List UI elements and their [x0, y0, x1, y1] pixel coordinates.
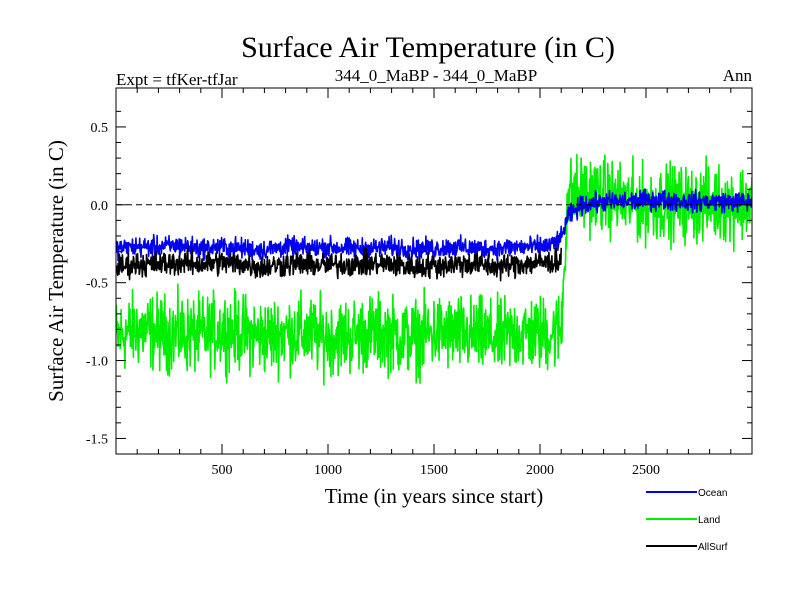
x-axis-label: Time (in years since start) [325, 484, 544, 508]
y-tick-label: -1.5 [86, 432, 108, 447]
subtitle-center: 344_0_MaBP - 344_0_MaBP [335, 66, 537, 85]
series-layer [116, 153, 752, 386]
legend-label-land: Land [698, 515, 720, 526]
legend-label-ocean: Ocean [698, 488, 727, 499]
x-tick-label: 1500 [420, 463, 448, 478]
series-line-ocean [116, 188, 752, 262]
y-tick-label: 0.5 [91, 121, 109, 136]
plot-area: 500 1000 1500 2000 2500 -1.5 -1.0 -0.5 0.0 0.5 [86, 87, 753, 478]
legend: Ocean Land AllSurf [646, 488, 728, 553]
ticks-layer: 500 1000 1500 2000 2500 -1.5 -1.0 -0.5 0.0 0.5 [86, 88, 752, 478]
x-tick-label: 1000 [314, 463, 342, 478]
legend-label-allsurf: AllSurf [698, 542, 728, 553]
y-tick-label: -1.0 [86, 355, 108, 370]
y-axis-label: Surface Air Temperature (in C) [44, 140, 68, 402]
x-tick-label: 2000 [526, 463, 554, 478]
y-tick-label: 0.0 [91, 199, 109, 214]
y-tick-label: -0.5 [86, 277, 108, 292]
subtitle-left: Expt = tfKer-tfJar [116, 70, 238, 89]
series-line-allsurf [116, 247, 562, 282]
x-tick-label: 2500 [632, 463, 660, 478]
chart-title: Surface Air Temperature (in C) [241, 31, 615, 64]
subtitle-right: Ann [723, 66, 753, 85]
x-tick-label: 500 [212, 463, 233, 478]
